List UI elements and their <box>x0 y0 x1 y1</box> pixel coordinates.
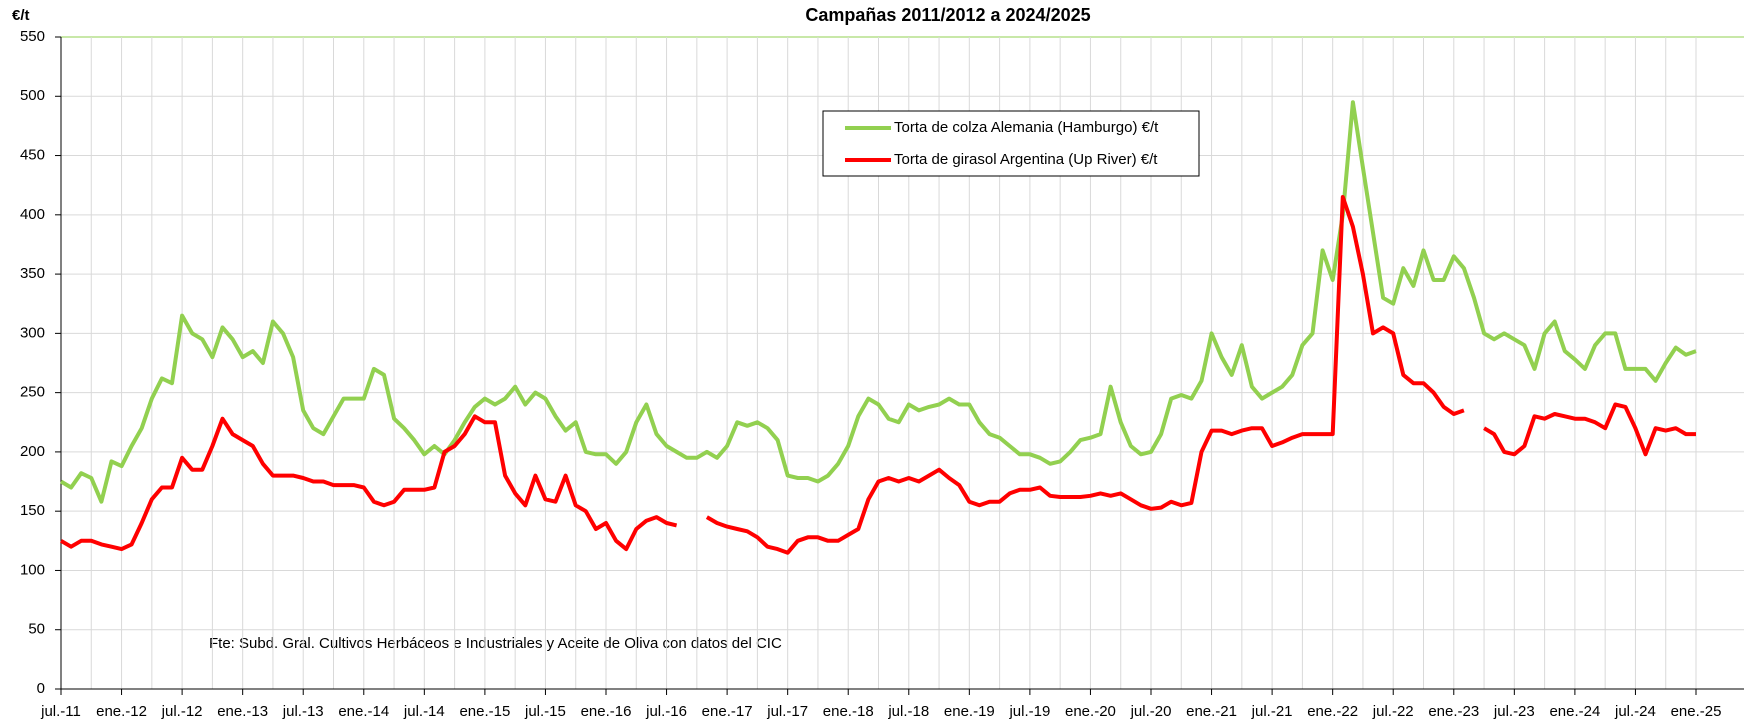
y-tick-label: 550 <box>20 28 45 45</box>
x-tick-label: ene.-16 <box>581 703 632 720</box>
x-tick-label: jul.-17 <box>766 703 808 720</box>
x-tick-label: jul.-13 <box>282 703 324 720</box>
chart-title: Campañas 2011/2012 a 2024/2025 <box>805 5 1090 25</box>
legend-label: Torta de girasol Argentina (Up River) €/… <box>894 151 1158 168</box>
x-tick-label: jul.-15 <box>524 703 566 720</box>
x-tick-label: jul.-16 <box>645 703 687 720</box>
x-tick-label: ene.-17 <box>702 703 753 720</box>
x-tick-label: jul.-18 <box>887 703 929 720</box>
y-tick-label: 400 <box>20 206 45 223</box>
x-tick-label: jul.-21 <box>1251 703 1293 720</box>
y-axis-label: €/t <box>12 7 30 24</box>
legend-label: Torta de colza Alemania (Hamburgo) €/t <box>894 119 1159 136</box>
x-tick-label: ene.-21 <box>1186 703 1237 720</box>
y-tick-label: 250 <box>20 384 45 401</box>
x-tick-label: ene.-15 <box>459 703 510 720</box>
x-tick-label: ene.-12 <box>96 703 147 720</box>
x-tick-label: jul.-12 <box>161 703 203 720</box>
x-tick-label: ene.-18 <box>823 703 874 720</box>
x-tick-label: jul.-22 <box>1372 703 1414 720</box>
x-tick-label: ene.-19 <box>944 703 995 720</box>
x-tick-label: ene.-22 <box>1307 703 1358 720</box>
x-tick-label: jul.-19 <box>1008 703 1050 720</box>
x-tick-label: ene.-13 <box>217 703 268 720</box>
y-tick-label: 450 <box>20 147 45 164</box>
x-tick-label: ene.-14 <box>338 703 389 720</box>
x-tick-label: jul.-11 <box>40 703 81 720</box>
x-tick-label: ene.-24 <box>1549 703 1600 720</box>
annotation: Fte: Subd. Gral. Cultivos Herbáceos e In… <box>209 635 782 652</box>
y-tick-label: 50 <box>28 621 45 638</box>
x-tick-label: jul.-24 <box>1614 703 1656 720</box>
y-tick-label: 100 <box>20 561 45 578</box>
x-tick-label: ene.-23 <box>1428 703 1479 720</box>
y-tick-label: 150 <box>20 502 45 519</box>
series-line <box>59 100 1697 504</box>
x-tick-label: ene.-25 <box>1671 703 1722 720</box>
y-tick-label: 200 <box>20 443 45 460</box>
x-tick-label: jul.-14 <box>403 703 445 720</box>
x-tick-label: jul.-20 <box>1130 703 1172 720</box>
y-tick-label: 300 <box>20 324 45 341</box>
legend-box <box>822 110 1200 177</box>
x-tick-label: jul.-23 <box>1493 703 1535 720</box>
y-tick-label: 0 <box>37 680 45 697</box>
x-tick-label: ene.-20 <box>1065 703 1116 720</box>
y-tick-label: 500 <box>20 87 45 104</box>
y-tick-label: 350 <box>20 265 45 282</box>
series-line <box>59 195 1696 555</box>
